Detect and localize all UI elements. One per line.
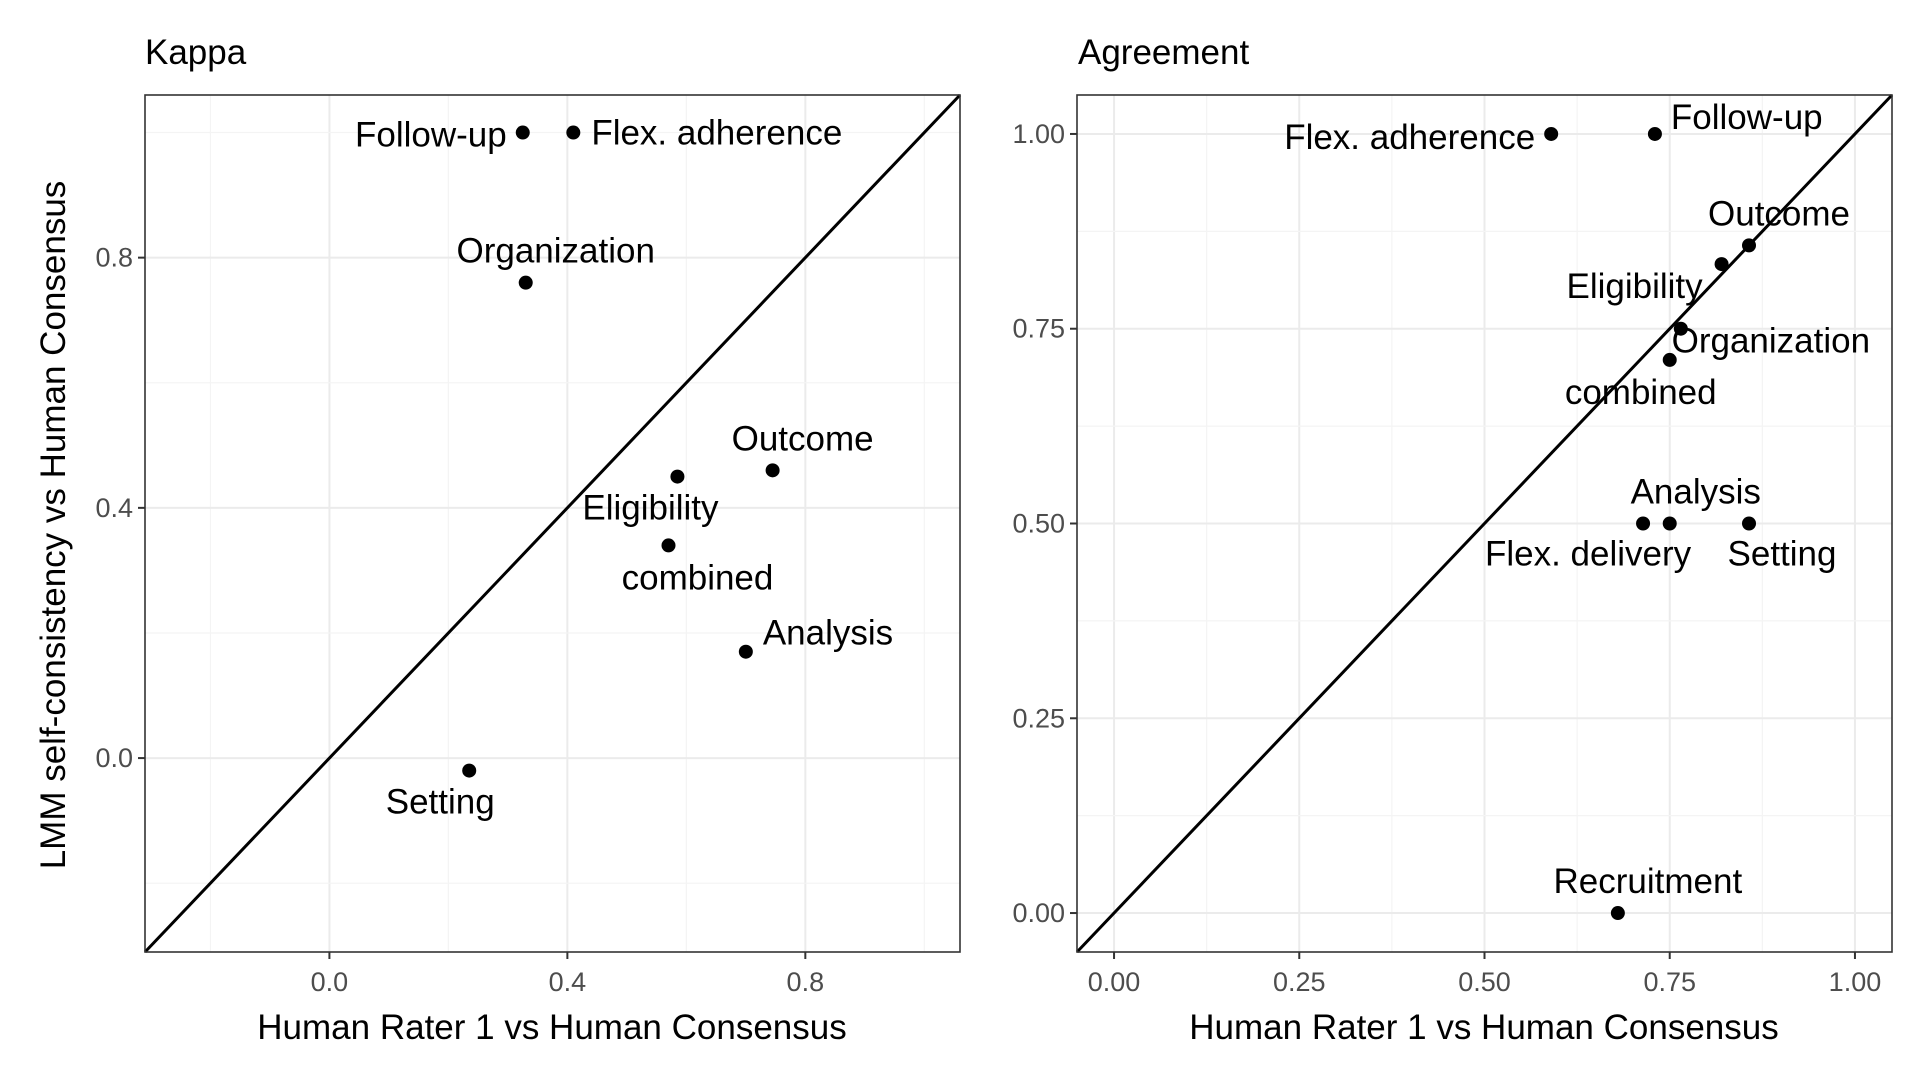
kappa-point-label: combined	[622, 558, 774, 597]
kappa-y-axis-label: LMM self-consistency vs Human Consensus	[34, 181, 73, 870]
kappa-panel-title: Kappa	[145, 33, 247, 72]
agreement-panel: Flex. adherence Follow-up OutcomeEligibili…	[1012, 33, 1894, 1047]
kappa-panel-border	[144, 94, 961, 953]
agreement-point-labels: Flex. adherence Follow-up OutcomeEligibili…	[1284, 98, 1870, 901]
agreement-y-tick-label: 0.00	[1012, 898, 1065, 928]
kappa-point	[462, 763, 477, 778]
agreement-point-label: Organization	[1672, 322, 1870, 361]
agreement-point-label: Flex. adherence	[1284, 118, 1535, 157]
agreement-point	[1742, 516, 1757, 531]
agreement-point	[1544, 126, 1559, 141]
kappa-point-label: Analysis	[763, 614, 893, 653]
kappa-x-tick-label: 0.0	[311, 967, 349, 997]
kappa-x-axis-label: Human Rater 1 vs Human Consensus	[257, 1008, 846, 1047]
agreement-point	[1662, 352, 1677, 367]
agreement-y-tick-label: 0.50	[1012, 509, 1065, 539]
agreement-y-tick-label: 0.25	[1012, 703, 1065, 733]
kappa-point-label: Outcome	[732, 419, 874, 458]
agreement-y-ticks: 0.00 0.25 0.50 0.75 1.00	[1012, 119, 1077, 928]
kappa-point	[515, 125, 530, 140]
agreement-point-label: Recruitment	[1554, 862, 1743, 901]
kappa-x-ticks: 0.0 0.4 0.8	[311, 952, 824, 997]
agreement-point	[1610, 906, 1625, 921]
agreement-point	[1647, 126, 1662, 141]
kappa-x-tick-label: 0.4	[549, 967, 587, 997]
agreement-x-tick-label: 0.75	[1643, 967, 1696, 997]
kappa-point	[518, 275, 533, 290]
kappa-point	[738, 644, 753, 659]
kappa-panel: Follow-up Flex. adherence Organization Outc…	[34, 33, 962, 1047]
kappa-point-label: Setting	[386, 783, 495, 822]
kappa-point-label: Eligibility	[582, 489, 719, 528]
agreement-x-tick-label: 0.25	[1273, 967, 1326, 997]
kappa-point-label: Organization	[457, 232, 655, 271]
kappa-point	[661, 538, 676, 553]
kappa-identity-line	[143, 93, 962, 954]
kappa-points	[462, 125, 780, 778]
kappa-x-tick-label: 0.8	[787, 967, 825, 997]
kappa-point	[765, 463, 780, 478]
agreement-point	[1636, 516, 1651, 531]
agreement-point-label: Analysis	[1631, 473, 1761, 512]
agreement-panel-title: Agreement	[1078, 33, 1249, 72]
agreement-points	[1544, 126, 1757, 921]
agreement-identity-line	[1075, 93, 1894, 954]
agreement-x-tick-label: 1.00	[1829, 967, 1882, 997]
agreement-point	[1742, 238, 1757, 253]
agreement-point	[1714, 257, 1729, 272]
kappa-point-label: Flex. adherence	[591, 114, 842, 153]
agreement-x-axis-label: Human Rater 1 vs Human Consensus	[1189, 1008, 1778, 1047]
agreement-point-label: Eligibility	[1567, 267, 1704, 306]
agreement-point-label: Setting	[1728, 535, 1837, 574]
kappa-point-label: Follow-up	[355, 116, 507, 155]
agreement-point-label: Follow-up	[1671, 98, 1823, 137]
kappa-y-ticks: 0.0 0.4 0.8	[95, 243, 145, 773]
kappa-y-tick-label: 0.0	[95, 743, 133, 773]
agreement-point	[1673, 321, 1688, 336]
kappa-point	[670, 469, 685, 484]
agreement-point	[1662, 516, 1677, 531]
agreement-x-ticks: 0.00 0.25 0.50 0.75 1.00	[1088, 952, 1881, 997]
kappa-point-labels: Follow-up Flex. adherence Organization Outc…	[355, 114, 893, 822]
agreement-point-label: Outcome	[1708, 194, 1850, 233]
agreement-x-tick-label: 0.00	[1088, 967, 1141, 997]
kappa-point	[566, 125, 581, 140]
agreement-point-label: Flex. delivery	[1485, 535, 1692, 574]
kappa-y-tick-label: 0.4	[95, 493, 133, 523]
kappa-y-tick-label: 0.8	[95, 243, 133, 273]
agreement-x-tick-label: 0.50	[1458, 967, 1511, 997]
agreement-y-tick-label: 0.75	[1012, 314, 1065, 344]
agreement-point-label: combined	[1565, 373, 1717, 412]
agreement-y-tick-label: 1.00	[1012, 119, 1065, 149]
